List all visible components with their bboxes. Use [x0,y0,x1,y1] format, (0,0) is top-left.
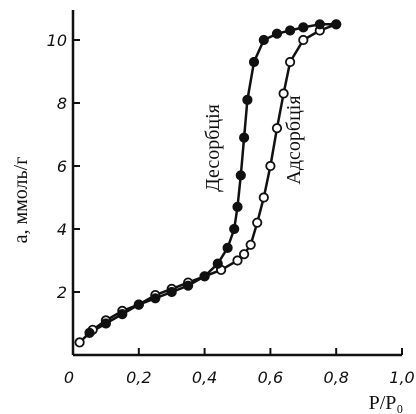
y-tick-label: 8 [57,94,67,113]
y-tick-label: 10 [47,31,67,50]
desorption-point [117,308,128,320]
adsorption-point [239,249,250,260]
adsorption-point [232,255,243,266]
desorption-point [212,258,223,269]
desorption-series-line [88,23,338,335]
origin-tick-label: 0 [64,368,74,387]
x-tick-label: 1,0 [389,368,414,387]
desorption-point [229,223,240,235]
y-axis-label: а, ммоль/г [10,157,32,244]
desorption-point [150,293,161,304]
desorption-point [239,132,250,143]
desorption-series-label: Десорбція [202,104,224,192]
desorption-point [183,280,194,291]
adsorption-point [245,239,256,250]
y-tick-label: 4 [57,220,67,239]
x-tick-label: 0,6 [258,368,283,387]
desorption-point [314,19,325,30]
adsorption-point [74,337,85,348]
desorption-point [242,94,253,106]
adsorption-point [258,192,269,203]
x-tick-label: 0,4 [192,368,217,387]
tick-labels: 0,2 0,4 0,6 0,8 1,0 2 4 6 8 10 0 [47,31,415,387]
x-tick-label: 0,8 [323,368,348,387]
adsorption-point [278,88,289,99]
desorption-point [133,299,144,310]
adsorption-point [265,160,276,172]
desorption-point [232,201,243,212]
adsorption-point [284,56,296,68]
y-tick-label: 2 [57,283,67,302]
desorption-point [199,271,210,282]
desorption-point [271,28,283,39]
ticks [72,39,403,355]
desorption-point [331,19,342,30]
x-tick-label: 0,2 [126,368,151,387]
adsorption-point [271,123,283,134]
desorption-point [222,242,233,253]
axes [71,10,402,357]
adsorption-point [252,217,263,228]
desorption-point [166,286,177,298]
adsorption-point [298,34,309,46]
x-axis-label: P/P₀ [369,392,404,414]
desorption-point [235,170,246,181]
desorption-point [248,56,260,68]
y-tick-label: 6 [57,157,67,176]
desorption-point [298,22,309,33]
desorption-point [258,34,269,46]
series-points [74,19,342,348]
desorption-point [100,318,112,329]
adsorption-series-label: Адсорбція [283,95,305,184]
desorption-point [84,327,95,338]
desorption-point [284,25,296,36]
